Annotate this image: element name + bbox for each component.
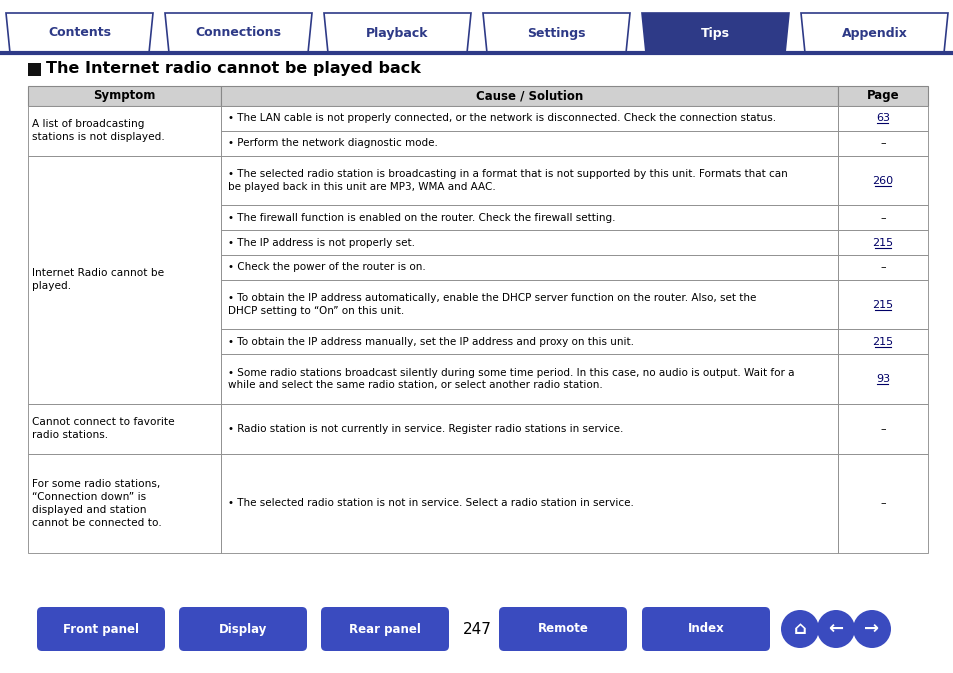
FancyBboxPatch shape bbox=[498, 607, 626, 651]
Text: →: → bbox=[863, 620, 879, 638]
Text: • The firewall function is enabled on the router. Check the firewall setting.: • The firewall function is enabled on th… bbox=[229, 213, 616, 223]
Bar bbox=[221, 255, 837, 280]
Text: A list of broadcasting
stations is not displayed.: A list of broadcasting stations is not d… bbox=[32, 119, 165, 142]
Text: Connections: Connections bbox=[195, 26, 281, 40]
Text: –: – bbox=[880, 138, 885, 148]
Circle shape bbox=[852, 610, 890, 648]
Text: 215: 215 bbox=[872, 299, 893, 310]
Bar bbox=[221, 230, 837, 255]
Bar bbox=[221, 280, 837, 330]
Bar bbox=[28, 404, 221, 454]
Text: Index: Index bbox=[687, 623, 723, 635]
Polygon shape bbox=[324, 13, 471, 53]
Bar bbox=[221, 205, 837, 230]
Text: Contents: Contents bbox=[48, 26, 111, 40]
Bar bbox=[221, 86, 837, 106]
Text: Symptom: Symptom bbox=[93, 90, 155, 102]
Polygon shape bbox=[641, 13, 788, 53]
Bar bbox=[28, 63, 41, 75]
Text: • Some radio stations broadcast silently during some time period. In this case, : • Some radio stations broadcast silently… bbox=[229, 368, 794, 390]
Text: ←: ← bbox=[827, 620, 842, 638]
FancyBboxPatch shape bbox=[641, 607, 769, 651]
Polygon shape bbox=[801, 13, 947, 53]
Bar bbox=[28, 106, 221, 155]
Text: Settings: Settings bbox=[527, 26, 585, 40]
Text: Front panel: Front panel bbox=[63, 623, 139, 635]
Bar bbox=[221, 106, 837, 131]
Bar bbox=[837, 205, 927, 230]
FancyBboxPatch shape bbox=[37, 607, 165, 651]
Text: • The IP address is not properly set.: • The IP address is not properly set. bbox=[229, 238, 416, 248]
Text: Tips: Tips bbox=[700, 26, 729, 40]
Text: Internet Radio cannot be
played.: Internet Radio cannot be played. bbox=[32, 269, 164, 291]
Polygon shape bbox=[6, 13, 152, 53]
Bar bbox=[221, 454, 837, 553]
Text: 215: 215 bbox=[872, 337, 893, 347]
Text: The Internet radio cannot be played back: The Internet radio cannot be played back bbox=[46, 61, 420, 77]
Bar bbox=[837, 131, 927, 155]
Bar bbox=[28, 454, 221, 553]
Text: ⌂: ⌂ bbox=[793, 620, 805, 638]
Polygon shape bbox=[165, 13, 312, 53]
Bar bbox=[221, 354, 837, 404]
Text: –: – bbox=[880, 498, 885, 508]
Bar bbox=[837, 106, 927, 131]
Bar bbox=[837, 404, 927, 454]
Text: Page: Page bbox=[865, 90, 899, 102]
Text: 260: 260 bbox=[872, 176, 893, 186]
Bar bbox=[837, 230, 927, 255]
Circle shape bbox=[781, 610, 818, 648]
Text: • Radio station is not currently in service. Register radio stations in service.: • Radio station is not currently in serv… bbox=[229, 424, 623, 434]
Text: 215: 215 bbox=[872, 238, 893, 248]
Text: • To obtain the IP address automatically, enable the DHCP server function on the: • To obtain the IP address automatically… bbox=[229, 293, 756, 316]
Text: Cannot connect to favorite
radio stations.: Cannot connect to favorite radio station… bbox=[32, 417, 174, 440]
FancyBboxPatch shape bbox=[320, 607, 449, 651]
Text: • Check the power of the router is on.: • Check the power of the router is on. bbox=[229, 262, 426, 273]
FancyBboxPatch shape bbox=[179, 607, 307, 651]
Text: Cause / Solution: Cause / Solution bbox=[476, 90, 583, 102]
Bar bbox=[837, 86, 927, 106]
Bar bbox=[221, 155, 837, 205]
Text: Remote: Remote bbox=[537, 623, 588, 635]
Text: Appendix: Appendix bbox=[841, 26, 906, 40]
Bar bbox=[221, 404, 837, 454]
Bar bbox=[837, 255, 927, 280]
Text: • The selected radio station is not in service. Select a radio station in servic: • The selected radio station is not in s… bbox=[229, 498, 634, 508]
Text: Rear panel: Rear panel bbox=[349, 623, 420, 635]
Text: • The selected radio station is broadcasting in a format that is not supported b: • The selected radio station is broadcas… bbox=[229, 169, 787, 192]
Text: 93: 93 bbox=[875, 374, 889, 384]
Bar bbox=[837, 354, 927, 404]
Text: Display: Display bbox=[218, 623, 267, 635]
Bar bbox=[837, 454, 927, 553]
Text: • The LAN cable is not properly connected, or the network is disconnected. Check: • The LAN cable is not properly connecte… bbox=[229, 114, 776, 123]
Bar bbox=[28, 86, 221, 106]
Bar bbox=[221, 330, 837, 354]
Circle shape bbox=[816, 610, 854, 648]
Text: –: – bbox=[880, 262, 885, 273]
Bar bbox=[221, 131, 837, 155]
Text: 63: 63 bbox=[875, 114, 889, 123]
Text: –: – bbox=[880, 213, 885, 223]
Bar bbox=[837, 155, 927, 205]
Bar bbox=[837, 330, 927, 354]
Text: • Perform the network diagnostic mode.: • Perform the network diagnostic mode. bbox=[229, 138, 438, 148]
Bar bbox=[28, 155, 221, 404]
Bar bbox=[837, 280, 927, 330]
Text: 247: 247 bbox=[462, 621, 491, 637]
Text: –: – bbox=[880, 424, 885, 434]
Text: Playback: Playback bbox=[366, 26, 428, 40]
Polygon shape bbox=[482, 13, 629, 53]
Text: For some radio stations,
“Connection down” is
displayed and station
cannot be co: For some radio stations, “Connection dow… bbox=[32, 479, 162, 528]
Text: • To obtain the IP address manually, set the IP address and proxy on this unit.: • To obtain the IP address manually, set… bbox=[229, 337, 634, 347]
